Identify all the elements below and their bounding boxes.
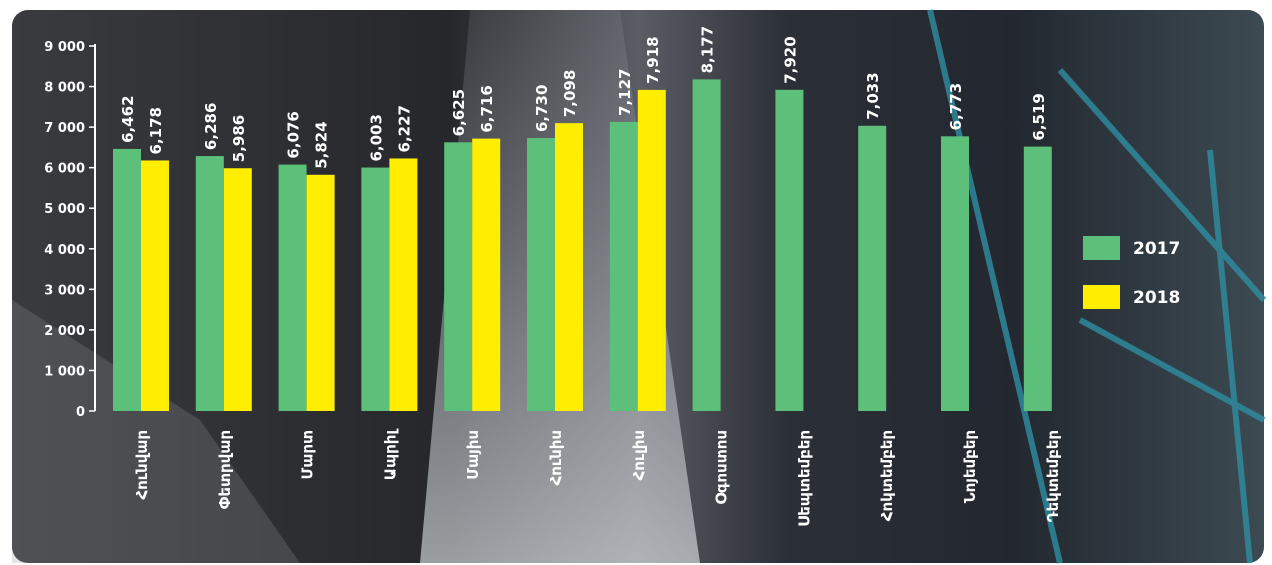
- x-tick-label: Փետրվար: [216, 430, 234, 509]
- y-tick-label: 2 000: [44, 324, 85, 339]
- value-label: 7,033: [864, 72, 882, 119]
- bar-2018-5: [472, 138, 501, 411]
- value-label: 7,920: [781, 36, 799, 83]
- x-tick-label: Դեկտեմբեր: [1044, 430, 1062, 522]
- bar-2018-3: [306, 174, 335, 411]
- value-label: 7,918: [644, 36, 662, 83]
- legend-label-2018: 2018: [1133, 288, 1180, 308]
- x-tick-label: Մարտ: [299, 430, 317, 479]
- y-tick-label: 6 000: [44, 162, 85, 177]
- bar-2017-7: [609, 121, 638, 411]
- legend-swatch-2018: [1083, 285, 1120, 309]
- axes: 0 1 000 2 000 3 000 4 000 5 000 6 000 7 000 8 00…: [44, 40, 96, 420]
- bar-2017-11: [941, 136, 969, 412]
- y-tick-label: 0: [76, 405, 85, 420]
- value-label: 5,986: [230, 115, 248, 162]
- value-label: 7,098: [561, 70, 579, 117]
- value-label: 6,716: [478, 85, 496, 132]
- x-tick-label: Հուլիս: [630, 430, 648, 481]
- bar-2018-7: [637, 89, 666, 412]
- bar-2017-1: [113, 148, 141, 411]
- value-label: 6,076: [285, 111, 303, 158]
- bar-2017-3: [278, 164, 307, 411]
- bars: [113, 79, 1052, 412]
- bar-2018-2: [223, 168, 252, 411]
- value-label: 5,824: [313, 121, 331, 168]
- y-tick-label: 8 000: [44, 81, 85, 96]
- y-tick-label: 4 000: [44, 243, 85, 258]
- value-label: 6,227: [395, 105, 413, 152]
- value-label: 6,462: [119, 95, 137, 142]
- bar-2017-12: [1023, 146, 1052, 411]
- y-tick-label: 3 000: [44, 283, 85, 298]
- legend: 2017 2018: [1083, 236, 1180, 309]
- x-tick-label: Օգոստոս: [713, 430, 731, 505]
- y-tick-label: 7 000: [44, 121, 85, 136]
- x-tick-label: Նոյեմբեր: [961, 430, 979, 503]
- bar-2018-4: [389, 158, 418, 411]
- value-label: 7,127: [616, 69, 634, 116]
- legend-swatch-2017: [1083, 236, 1120, 260]
- x-tick-label: Մայիս: [464, 430, 482, 480]
- bar-2018-1: [141, 160, 169, 411]
- value-label: 8,177: [699, 26, 717, 73]
- x-tick-label: Հունիս: [547, 430, 565, 486]
- bar-2017-6: [527, 138, 555, 412]
- y-tick-label: 5 000: [44, 202, 85, 217]
- bar-2017-9: [775, 89, 804, 412]
- value-label: 6,286: [202, 103, 220, 150]
- value-label: 6,625: [450, 89, 468, 136]
- y-tick-label: 9 000: [44, 40, 85, 55]
- labels: 6,462 6,178 Հունվար 6,286 5,986 Փետրվար 6,076 5…: [119, 26, 1062, 527]
- value-label: 6,773: [947, 83, 965, 130]
- x-tick-label: Հոկտեմբեր: [878, 430, 896, 521]
- value-label: 6,519: [1030, 93, 1048, 140]
- bar-2017-8: [692, 79, 721, 411]
- x-tick-label: Ապրիլ: [381, 428, 399, 481]
- bar-2017-4: [361, 167, 390, 411]
- x-tick-label: Սեպտեմբեր: [795, 430, 813, 527]
- bar-2017-2: [195, 156, 224, 411]
- bar-2018-6: [555, 123, 583, 412]
- bar-2017-5: [444, 142, 473, 411]
- value-label: 6,178: [147, 107, 165, 154]
- x-tick-label: Հունվար: [133, 430, 151, 500]
- legend-label-2017: 2017: [1133, 239, 1180, 259]
- value-label: 6,003: [367, 114, 385, 161]
- bar-2017-10: [858, 125, 887, 412]
- y-tick-label: 1 000: [44, 364, 85, 379]
- value-label: 6,730: [533, 85, 551, 132]
